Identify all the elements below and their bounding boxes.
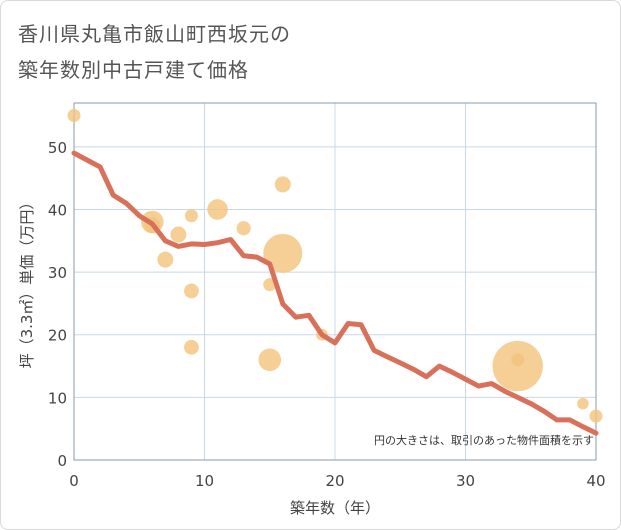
x-tick-label: 20 bbox=[325, 472, 344, 490]
y-tick-label: 10 bbox=[48, 389, 67, 407]
bubble-point bbox=[577, 397, 589, 410]
bubble-point bbox=[170, 226, 187, 243]
bubble-point bbox=[67, 109, 81, 123]
x-tick-label: 30 bbox=[456, 472, 475, 490]
y-tick-label: 40 bbox=[48, 201, 67, 219]
x-tick-label: 0 bbox=[69, 472, 79, 490]
y-tick-label: 30 bbox=[48, 264, 67, 282]
bubble-point bbox=[184, 209, 198, 223]
y-axis-label: 坪（3.3㎡）単価（万円） bbox=[18, 195, 36, 369]
x-axis-label: 築年数（年） bbox=[290, 499, 380, 517]
chart-title-line-2: 築年数別中古戸建て価格 bbox=[18, 58, 249, 82]
x-tick-label: 40 bbox=[586, 472, 605, 490]
trend-line bbox=[71, 150, 599, 436]
bubble-point bbox=[207, 199, 228, 220]
y-tick-label: 20 bbox=[48, 327, 67, 345]
y-tick-label: 50 bbox=[48, 139, 67, 157]
chart-title-line-1: 香川県丸亀市飯山町西坂元の bbox=[18, 22, 291, 46]
bubble-point bbox=[184, 283, 199, 299]
y-tick-label: 0 bbox=[57, 452, 67, 470]
y-tick-labels: 0 10 20 30 40 50 bbox=[48, 139, 67, 470]
bubble-point bbox=[274, 176, 291, 193]
bubble-point bbox=[157, 251, 174, 268]
bubble-point bbox=[184, 339, 199, 355]
chart-title: 香川県丸亀市飯山町西坂元の 築年数別中古戸建て価格 bbox=[18, 16, 291, 88]
bubble-point bbox=[589, 409, 603, 423]
grid-lines bbox=[73, 103, 597, 461]
bubble-size-note: 円の大きさは、取引のあった物件面積を示す bbox=[374, 433, 594, 447]
x-tick-label: 10 bbox=[195, 472, 214, 490]
x-tick-labels: 0 10 20 30 40 bbox=[69, 472, 605, 490]
bubble-point bbox=[263, 233, 303, 273]
bubble-point bbox=[511, 353, 525, 367]
bubble-point bbox=[236, 221, 251, 236]
plot-area bbox=[73, 102, 597, 461]
bubble-point bbox=[258, 348, 282, 372]
